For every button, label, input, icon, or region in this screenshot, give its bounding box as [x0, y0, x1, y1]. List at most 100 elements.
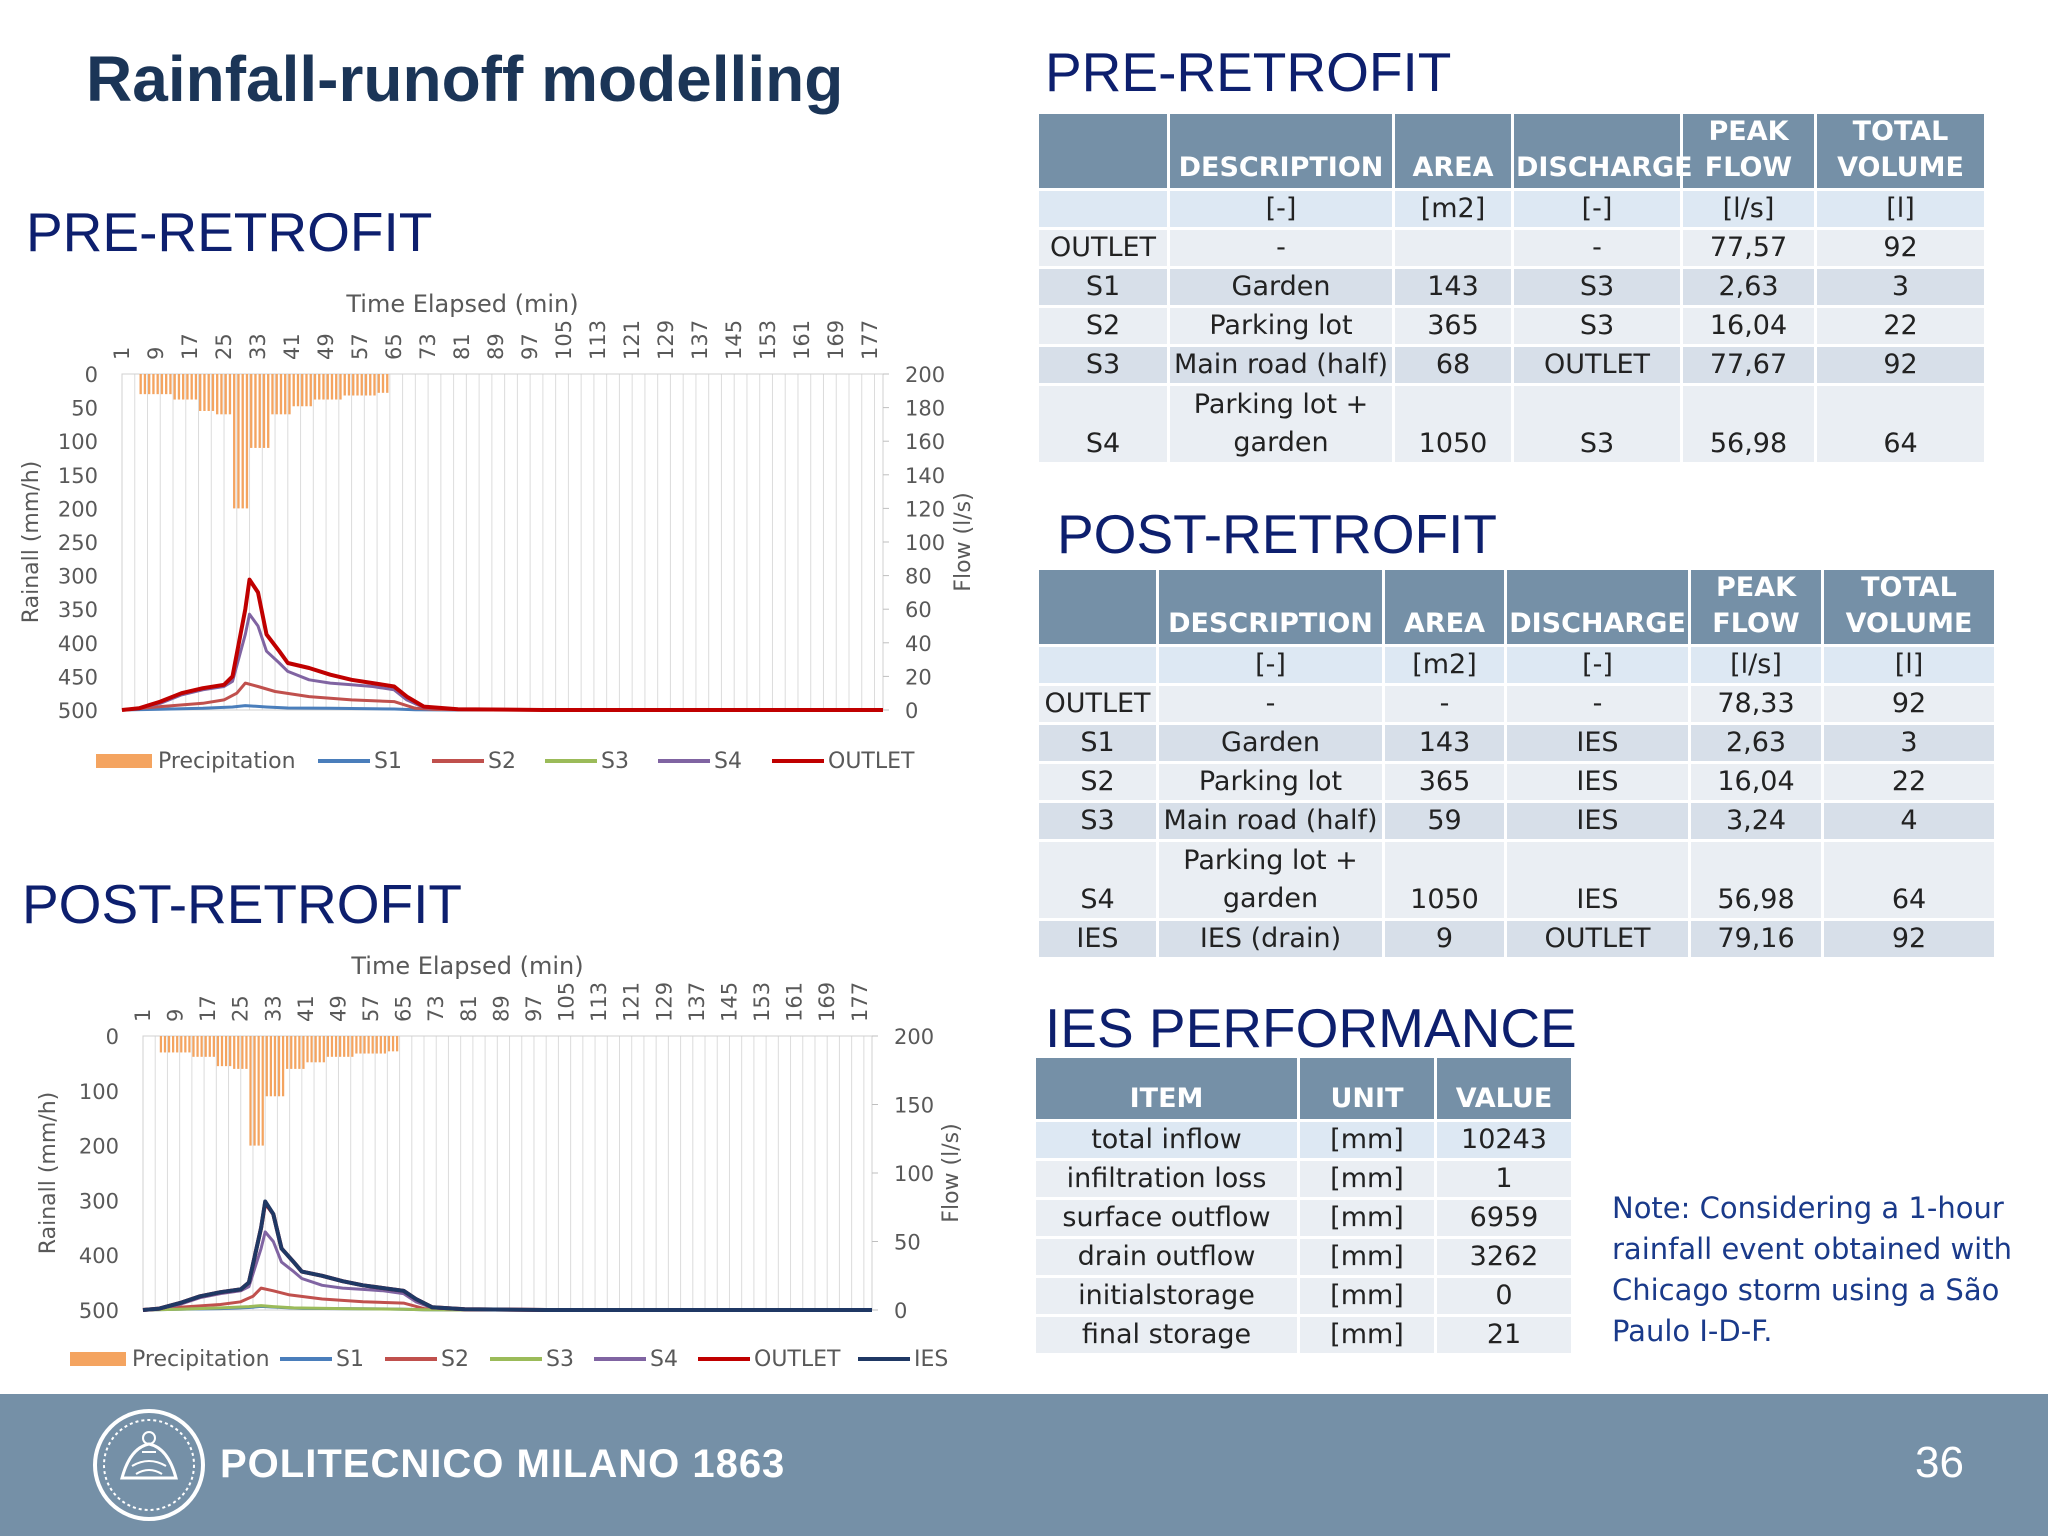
- precipitation-bar: [326, 1036, 330, 1057]
- left-tick-label: 300: [79, 1189, 119, 1213]
- pre-table-header: TOTAL VOLUME: [1814, 111, 1987, 191]
- table-cell: OUTLET: [1504, 918, 1691, 960]
- pre-retrofit-table: DESCRIPTION AREA DISCHARGE PEAK FLOW TOT…: [1036, 111, 1987, 465]
- table-cell: Garden: [1156, 722, 1385, 764]
- x-tick-label: 129: [654, 320, 678, 360]
- table-row: [-] [m2] [-] [l/s] [l]: [1036, 644, 1997, 686]
- precipitation-bar: [314, 1036, 317, 1063]
- table-cell: S3: [1036, 344, 1170, 386]
- table-cell: [mm]: [1297, 1314, 1437, 1356]
- x-tick-label: 161: [790, 320, 814, 360]
- left-tick-label: 350: [58, 598, 98, 622]
- precipitation-bar: [322, 374, 325, 400]
- precipitation-bar: [182, 374, 185, 400]
- table-cell: [mm]: [1297, 1275, 1437, 1317]
- precipitation-bar: [233, 1036, 236, 1069]
- table-row: OUTLET - - - 78,33 92: [1036, 683, 1997, 725]
- precipitation-bar: [296, 374, 300, 407]
- table-cell: [1036, 644, 1159, 686]
- precipitation-bar: [343, 1036, 346, 1057]
- table-cell: 68: [1392, 344, 1514, 386]
- precipitation-bar: [261, 1036, 264, 1146]
- x-tick-label: 89: [489, 995, 513, 1022]
- table-cell: 56,98: [1688, 839, 1824, 921]
- x-tick-label: 9: [144, 347, 168, 360]
- table-cell: IES: [1504, 722, 1691, 764]
- table-cell: Main road (half): [1156, 800, 1385, 842]
- table-cell: -: [1511, 227, 1683, 269]
- series-line-outlet: [142, 1200, 872, 1312]
- table-cell: [m2]: [1382, 644, 1507, 686]
- table-row: OUTLET - - 77,57 92: [1036, 227, 1987, 269]
- table-cell: S2: [1036, 761, 1159, 803]
- pre-table-header: AREA: [1392, 111, 1514, 191]
- x-tick-label: 65: [392, 995, 416, 1022]
- table-cell: [-]: [1504, 644, 1691, 686]
- table-cell: Parking lot + garden: [1167, 383, 1395, 465]
- precipitation-bar: [224, 374, 227, 415]
- post-retrofit-chart-heading: POST-RETROFIT: [22, 873, 462, 935]
- legend-label: S3: [601, 749, 629, 774]
- table-cell: IES: [1504, 800, 1691, 842]
- table-cell: [l]: [1821, 644, 1997, 686]
- table-cell: S1: [1036, 722, 1159, 764]
- precipitation-bar: [237, 1036, 240, 1069]
- x-tick-label: 25: [229, 995, 253, 1022]
- precipitation-bar: [163, 1036, 167, 1053]
- table-row: surface outflow [mm] 6959: [1033, 1197, 1574, 1239]
- post-table-header: DISCHARGE: [1504, 567, 1691, 647]
- right-tick-label: 60: [905, 598, 932, 622]
- table-cell: -: [1167, 227, 1395, 269]
- table-row: S2 Parking lot 365 S3 16,04 22: [1036, 305, 1987, 347]
- pre-retrofit-chart: Time Elapsed (min) 1 9 17 25 33 41 49 57 65 73 81 89…: [0, 270, 1000, 790]
- table-cell: [mm]: [1297, 1197, 1437, 1239]
- precipitation-bar: [241, 1036, 244, 1069]
- post-table-header: PEAK FLOW: [1688, 567, 1824, 647]
- precipitation-bar: [360, 374, 363, 396]
- x-tick-label: 161: [783, 982, 807, 1022]
- table-cell: [l/s]: [1688, 644, 1824, 686]
- footer-brand: POLITECNICO MILANO 1863: [220, 1442, 786, 1486]
- precipitation-bar: [334, 1036, 338, 1057]
- table-cell: 16,04: [1680, 305, 1817, 347]
- page-number: 36: [1915, 1438, 1964, 1487]
- x-tick-label: 105: [552, 320, 576, 360]
- precipitation-bar: [203, 374, 206, 411]
- table-cell: 2,63: [1688, 722, 1824, 764]
- legend-label: S2: [488, 749, 516, 774]
- legend-label: S4: [714, 749, 742, 774]
- precipitation-bar: [262, 374, 266, 448]
- precipitation-bar: [265, 1036, 268, 1097]
- precipitation-bar: [396, 1036, 399, 1052]
- table-cell: OUTLET: [1511, 344, 1683, 386]
- table-cell: Parking lot: [1167, 305, 1395, 347]
- table-row: total inflow [mm] 10243: [1033, 1119, 1574, 1161]
- precipitation-bar: [156, 374, 159, 395]
- table-cell: -: [1504, 683, 1691, 725]
- pre-table-header: [1036, 111, 1170, 191]
- table-cell: IES (drain): [1156, 918, 1385, 960]
- table-row: S3 Main road (half) 68 OUTLET 77,67 92: [1036, 344, 1987, 386]
- x-tick-label: 81: [450, 333, 474, 360]
- precipitation-bar: [220, 374, 223, 415]
- pre-table-header: DISCHARGE: [1511, 111, 1693, 191]
- precipitation-bar: [347, 374, 351, 396]
- x-tick-label: 49: [314, 333, 338, 360]
- precipitation-bar: [245, 374, 249, 509]
- precipitation-bar: [367, 1036, 370, 1054]
- precipitation-bar: [194, 374, 198, 400]
- table-cell: 143: [1392, 266, 1514, 308]
- precipitation-bar: [391, 1036, 395, 1052]
- precipitation-bar: [273, 1036, 277, 1097]
- table-cell: final storage: [1033, 1314, 1300, 1356]
- precipitation-bar: [298, 1036, 301, 1069]
- precipitation-bar: [379, 1036, 382, 1054]
- table-cell: [1392, 227, 1514, 269]
- table-cell: IES: [1036, 918, 1159, 960]
- left-tick-label: 450: [58, 665, 98, 689]
- precipitation-bar: [363, 1036, 366, 1054]
- precipitation-bar: [192, 1036, 195, 1057]
- precipitation-bar: [245, 1036, 248, 1069]
- x-tick-label: 33: [246, 333, 270, 360]
- right-tick-label: 100: [894, 1162, 934, 1186]
